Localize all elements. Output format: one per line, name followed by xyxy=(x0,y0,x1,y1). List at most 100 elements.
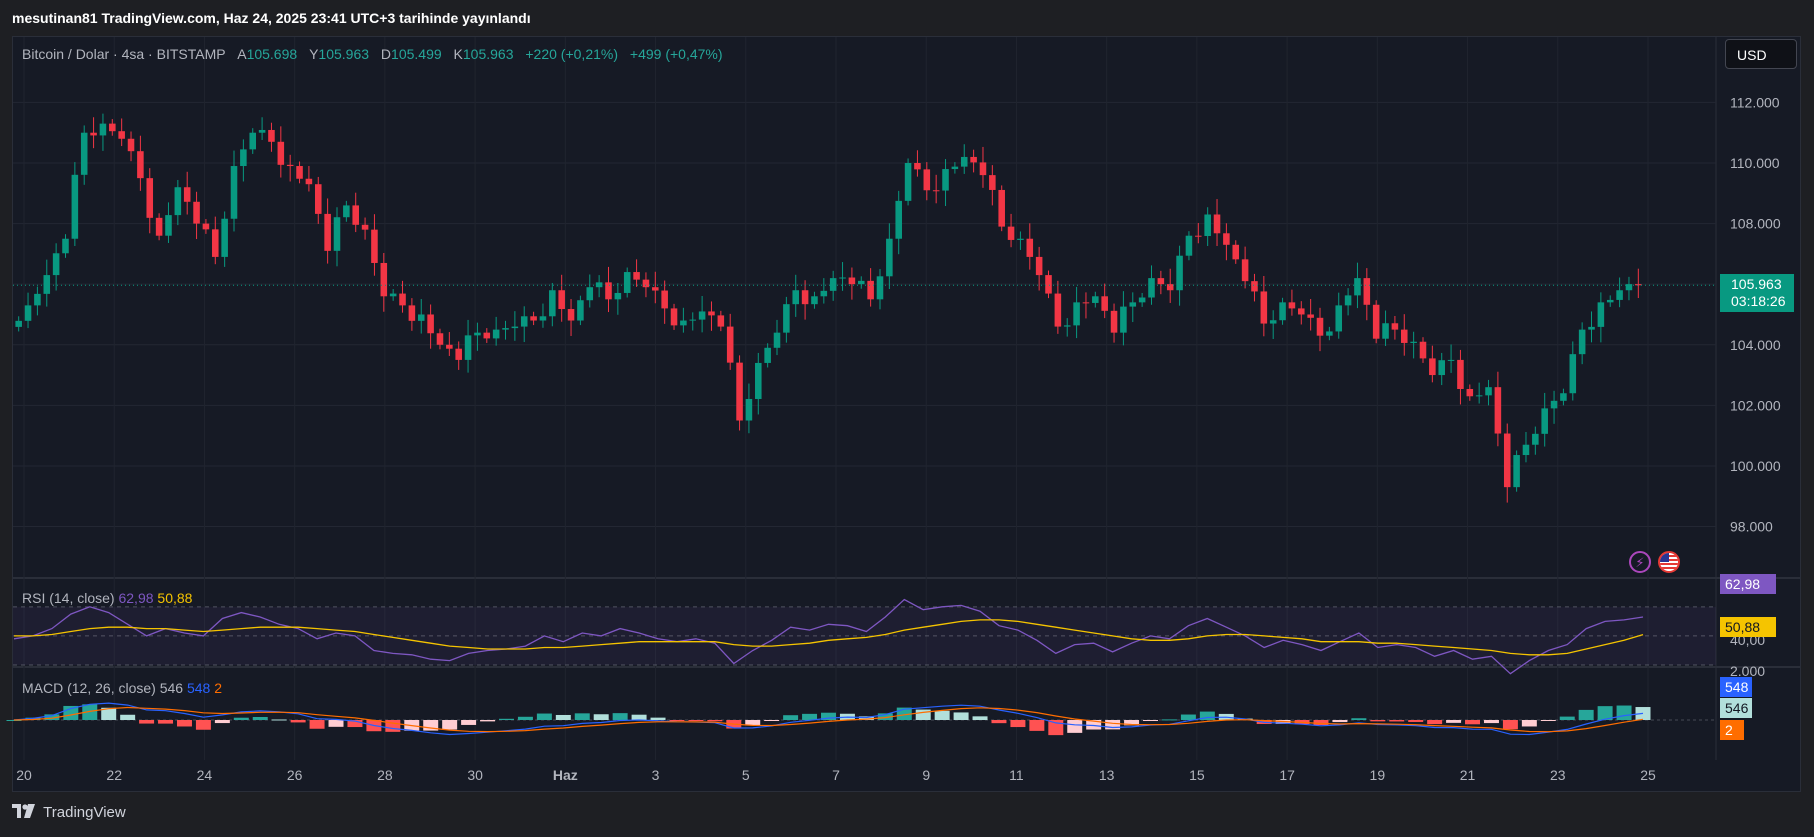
candle-body xyxy=(979,162,987,176)
candle-body xyxy=(960,156,968,167)
us-flag-icon[interactable] xyxy=(1658,551,1680,573)
candle-body xyxy=(1213,214,1221,234)
candle-body xyxy=(371,229,378,263)
tradingview-logo-icon[interactable] xyxy=(12,804,39,821)
candle-body xyxy=(1288,302,1296,309)
rsi-label: RSI (14, close) xyxy=(22,590,115,606)
y-tick-label: 98.000 xyxy=(1730,519,1773,535)
macd-histogram-bar xyxy=(233,717,249,720)
rsi-legend[interactable]: RSI (14, close) 62,98 50,88 xyxy=(22,590,192,606)
candle-body xyxy=(1485,387,1492,396)
candle-body xyxy=(1429,358,1436,376)
candle-body xyxy=(193,201,200,224)
macd-histogram-bar xyxy=(1199,711,1215,720)
us-flag-graphic xyxy=(1660,553,1678,569)
currency-button[interactable]: USD xyxy=(1725,39,1797,69)
candle-body xyxy=(886,238,893,277)
candle-body xyxy=(417,314,425,321)
macd-histogram-bar xyxy=(1086,720,1102,730)
macd-histogram-bar xyxy=(972,716,988,720)
macd-legend[interactable]: MACD (12, 26, close) 546 548 2 xyxy=(22,680,222,696)
macd-histogram-bar xyxy=(536,713,552,720)
candle-body xyxy=(502,328,509,330)
candle-body xyxy=(90,132,97,136)
x-tick-label: 28 xyxy=(377,767,393,783)
high-value: 105.963 xyxy=(318,46,370,62)
candle-body xyxy=(1204,214,1211,237)
symbol-title[interactable]: Bitcoin / Dolar · 4sa · BITSTAMP xyxy=(22,46,226,62)
x-tick-label: 20 xyxy=(16,767,32,783)
candle-body xyxy=(595,282,603,288)
candle-body xyxy=(1606,299,1614,303)
x-tick-label: 23 xyxy=(1550,767,1566,783)
candle-body xyxy=(1438,360,1445,376)
macd-histogram-bar xyxy=(498,718,514,720)
macd-signal-value: 2 xyxy=(214,680,223,696)
macd-histogram-bar xyxy=(821,712,836,720)
x-tick-label: 9 xyxy=(922,767,930,783)
macd-histogram-bar xyxy=(953,712,969,720)
candle-body xyxy=(689,319,697,321)
candle-body xyxy=(277,141,285,165)
macd-histogram-bar xyxy=(707,720,723,722)
x-tick-label: 22 xyxy=(106,767,122,783)
candle-body xyxy=(24,305,32,321)
publisher-name[interactable]: mesutinan81 xyxy=(12,10,98,26)
candle-body xyxy=(1073,302,1080,326)
candle-body xyxy=(99,123,107,136)
candle-body xyxy=(1260,291,1268,324)
rsi-ma-badge: 50,88 xyxy=(1720,617,1776,637)
candle-body xyxy=(109,123,116,132)
candle-body xyxy=(829,278,837,291)
x-tick-label: Haz xyxy=(553,767,578,783)
macd-histogram-bar xyxy=(139,720,155,724)
candle-body xyxy=(1101,296,1108,311)
candle-body xyxy=(127,138,135,152)
candle-body xyxy=(1588,326,1595,330)
x-tick-label: 15 xyxy=(1189,767,1205,783)
x-tick-label: 7 xyxy=(832,767,840,783)
candle-body xyxy=(839,277,846,279)
footer: TradingView xyxy=(12,804,126,821)
candle-body xyxy=(305,178,313,185)
candle-body xyxy=(1279,302,1286,321)
footer-brand[interactable]: TradingView xyxy=(43,804,126,821)
macd-histogram-bar xyxy=(593,714,609,720)
candle-body xyxy=(1307,314,1314,318)
candle-body xyxy=(1148,278,1155,298)
macd-histogram-bar xyxy=(1521,720,1537,727)
macd-histogram-bar xyxy=(480,720,496,722)
macd-histogram-bar xyxy=(669,720,685,721)
candle-body xyxy=(764,347,771,363)
candle-body xyxy=(1560,393,1567,401)
candle-body xyxy=(446,344,453,349)
x-tick-label: 5 xyxy=(742,767,750,783)
candle-body xyxy=(942,169,949,191)
macd-histogram-bar xyxy=(423,720,439,731)
publish-bar: mesutinan81 TradingView.com, Haz 24, 202… xyxy=(0,0,1814,36)
candle-body xyxy=(230,166,238,219)
candle-body xyxy=(698,311,706,320)
macd-histogram-bar xyxy=(517,716,533,720)
candle-body xyxy=(745,398,753,421)
candle-body xyxy=(1195,235,1202,237)
candle-body xyxy=(212,229,219,257)
candle-body xyxy=(183,187,191,202)
lightning-icon[interactable]: ⚡ xyxy=(1629,551,1651,573)
candle-body xyxy=(1475,395,1483,397)
candle-body xyxy=(1054,293,1062,327)
candle-body xyxy=(361,224,369,230)
candle-body xyxy=(474,332,481,336)
candle-body xyxy=(1532,433,1539,445)
candle-body xyxy=(623,272,631,293)
candle-body xyxy=(1298,308,1305,315)
macd-histogram-bar xyxy=(195,720,211,730)
candle-body xyxy=(43,275,51,294)
candle-body xyxy=(352,205,359,225)
macd-histogram-bar xyxy=(1029,720,1045,731)
x-tick-label: 21 xyxy=(1460,767,1476,783)
candle-body xyxy=(1326,331,1333,336)
candle-body xyxy=(1382,323,1389,339)
candle-body xyxy=(1625,284,1633,291)
